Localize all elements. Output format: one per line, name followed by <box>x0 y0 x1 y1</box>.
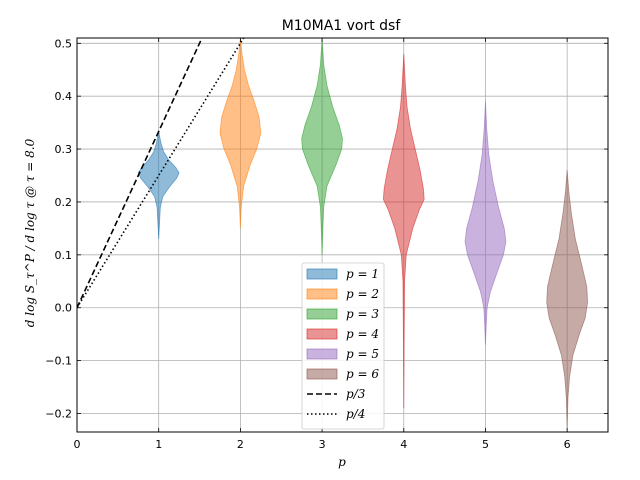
legend-label: p = 4 <box>346 327 379 341</box>
legend-label: p = 3 <box>346 307 379 321</box>
y-tick-label: −0.2 <box>45 407 72 420</box>
y-tick-label: 0.0 <box>55 302 73 315</box>
x-tick-label: 3 <box>319 438 326 451</box>
legend-swatch <box>306 348 338 360</box>
x-tick-label: 4 <box>400 438 407 451</box>
y-tick-label: 0.2 <box>55 196 73 209</box>
violin-5 <box>464 101 507 345</box>
line-layer <box>77 38 245 309</box>
y-tick-label: 0.3 <box>55 143 73 156</box>
legend-swatch <box>306 288 338 300</box>
legend-swatch <box>306 328 338 340</box>
x-tick-label: 0 <box>74 438 81 451</box>
x-tick-label: 1 <box>155 438 162 451</box>
violin-4 <box>382 53 425 409</box>
legend-label: p = 6 <box>346 367 379 381</box>
plot-frame <box>76 37 609 433</box>
x-tick-label: 5 <box>482 438 489 451</box>
reference-line-p4 <box>77 38 245 309</box>
y-axis-label: d log S_τ^P / d log τ @ τ = 8.0 <box>23 138 37 327</box>
y-tick-label: 0.1 <box>55 249 73 262</box>
violin-3 <box>301 37 343 255</box>
violin-2 <box>219 37 262 229</box>
legend-label: p = 2 <box>346 287 379 301</box>
legend-swatch <box>306 268 338 280</box>
violin-layer <box>137 37 588 430</box>
x-tick-label: 2 <box>237 438 244 451</box>
legend-label: p = 5 <box>346 347 379 361</box>
y-tick-label: 0.4 <box>55 90 73 103</box>
chart-title: M10MA1 vort dsf <box>282 18 402 34</box>
legend-label: p = 1 <box>346 267 379 281</box>
x-axis-label: p <box>338 455 346 469</box>
y-tick-label: −0.1 <box>45 355 72 368</box>
tick-layer: 0 1 2 3 4 5 6 −0.2 −0.1 0.0 0.1 0.2 0.3 0.4 0.5 <box>45 37 608 451</box>
legend-label: p/3 <box>346 387 366 401</box>
y-tick-label: 0.5 <box>55 37 73 50</box>
legend-label: p/4 <box>346 407 365 421</box>
violin-1 <box>137 130 180 239</box>
violin-6 <box>546 170 588 430</box>
x-tick-label: 6 <box>564 438 571 451</box>
legend-box <box>301 262 385 430</box>
legend-swatch <box>306 308 338 320</box>
legend-swatch <box>306 368 338 380</box>
legend: p = 1 p = 2 p = 3 p = 4 p = 5 p = 6 p/3 p/4 <box>301 262 385 430</box>
reference-line-p3 <box>77 38 203 309</box>
